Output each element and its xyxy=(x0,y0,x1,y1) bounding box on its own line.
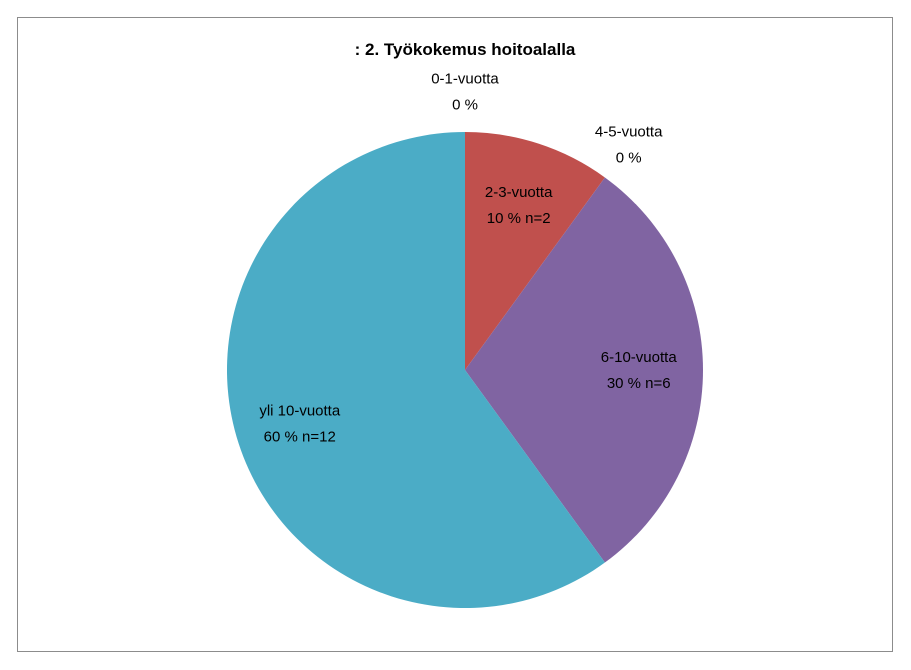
data-label-category: 0-1-vuotta xyxy=(431,71,499,88)
data-label: 6-10-vuotta 30 % n=6 xyxy=(601,349,678,392)
data-label-value: 30 % n=6 xyxy=(607,375,671,392)
pie-slice xyxy=(465,177,703,563)
data-label-category: 2-3-vuotta xyxy=(485,184,553,201)
chart-title: : 2. Työkokemus hoitoalalla xyxy=(355,40,576,59)
pie-slice xyxy=(226,132,605,608)
data-label-value: 0 % xyxy=(452,97,478,114)
pie-slice xyxy=(465,132,605,370)
data-label: yli 10-vuotta 60 % n=12 xyxy=(259,403,341,446)
data-label-value: 0 % xyxy=(616,150,642,167)
data-label: 2-3-vuotta 10 % n=2 xyxy=(485,184,553,227)
data-label-category: 6-10-vuotta xyxy=(601,349,678,366)
data-label-category: yli 10-vuotta xyxy=(259,403,341,420)
data-label-value: 10 % n=2 xyxy=(487,210,551,227)
data-label: 0-1-vuotta 0 % xyxy=(431,71,499,114)
data-label-category: 4-5-vuotta xyxy=(595,124,663,141)
data-label: 4-5-vuotta 0 % xyxy=(595,124,663,167)
data-label-value: 60 % n=12 xyxy=(264,429,336,446)
